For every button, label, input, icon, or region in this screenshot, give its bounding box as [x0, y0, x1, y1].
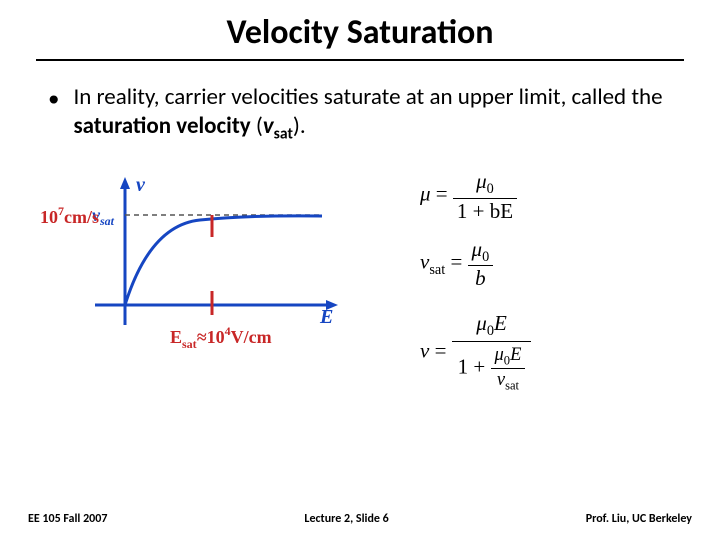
- velocity-curve: [125, 216, 322, 305]
- slide: Velocity Saturation • In reality, carrie…: [0, 0, 720, 540]
- eq-vsat-num-mu: μ: [472, 237, 483, 261]
- eq-v-den-oneplus: 1 +: [458, 355, 491, 379]
- eq-v-inner-num-mu: μ: [495, 344, 504, 364]
- content-area: v E vsat 107cm/s Esat≈104V/cm μ = μ0 1 +…: [0, 155, 720, 455]
- bullet-bold: saturation velocity: [73, 112, 250, 140]
- bullet-paren-open: (: [251, 112, 263, 140]
- eq-v-num-zero: 0: [487, 323, 494, 339]
- footer-right: Prof. Liu, UC Berkeley: [586, 512, 692, 526]
- graph-svg: v E vsat 107cm/s Esat≈104V/cm: [40, 165, 360, 395]
- y-axis-label: v: [136, 174, 146, 196]
- eq-mu-num-zero: 0: [487, 181, 494, 197]
- hand-note-esat: Esat≈104V/cm: [170, 324, 272, 351]
- eq-v-num-E: E: [494, 311, 507, 335]
- bullet-var: v: [263, 112, 274, 140]
- eq-v-lhs: v: [420, 338, 429, 362]
- x-axis-label: E: [319, 306, 333, 328]
- footer-left: EE 105 Fall 2007: [28, 512, 107, 526]
- eq-v-num-mu: μ: [476, 311, 487, 335]
- eq-v: v = μ0E 1 + μ0E vsat: [420, 309, 680, 396]
- eq-vsat-sub: sat: [429, 262, 445, 278]
- eq-v-inner-frac: μ0E vsat: [491, 344, 526, 393]
- eq-mu-lhs: μ: [420, 182, 431, 206]
- eq-mu: μ = μ0 1 + bE: [420, 169, 680, 223]
- bullet-pre: In reality, carrier velocities saturate …: [73, 83, 662, 111]
- eq-v-inner-den-sub: sat: [505, 379, 519, 393]
- eq-vsat-den: b: [475, 266, 486, 290]
- eq-vsat: vsat = μ0 b: [420, 237, 680, 291]
- bullet-item: • In reality, carrier velocities saturat…: [0, 61, 720, 145]
- eq-vsat-num-zero: 0: [482, 249, 489, 265]
- bullet-text: In reality, carrier velocities saturate …: [73, 83, 672, 145]
- hand-note-left: 107cm/s: [40, 204, 99, 227]
- eq-mu-frac: μ0 1 + bE: [453, 169, 517, 223]
- bullet-paren-close: ).: [293, 112, 306, 140]
- eq-mu-den: 1 + bE: [453, 199, 517, 223]
- bullet-var-sub: sat: [274, 125, 293, 144]
- velocity-graph: v E vsat 107cm/s Esat≈104V/cm: [40, 165, 360, 395]
- bullet-marker: •: [48, 85, 59, 114]
- eq-v-inner-num-E: E: [510, 344, 521, 364]
- eq-v-inner-den-v: v: [497, 369, 505, 389]
- eq-vsat-lhs: v: [420, 249, 429, 273]
- equation-block: μ = μ0 1 + bE vsat = μ0 b v = μ0E: [420, 155, 680, 409]
- footer-center: Lecture 2, Slide 6: [304, 512, 388, 526]
- eq-mu-num-mu: μ: [476, 169, 487, 193]
- eq-v-outer-frac: μ0E 1 + μ0E vsat: [452, 309, 532, 396]
- slide-title: Velocity Saturation: [0, 0, 720, 53]
- y-axis-arrow: [120, 177, 130, 189]
- slide-footer: EE 105 Fall 2007 Lecture 2, Slide 6 Prof…: [0, 512, 720, 526]
- eq-vsat-frac: μ0 b: [468, 237, 494, 291]
